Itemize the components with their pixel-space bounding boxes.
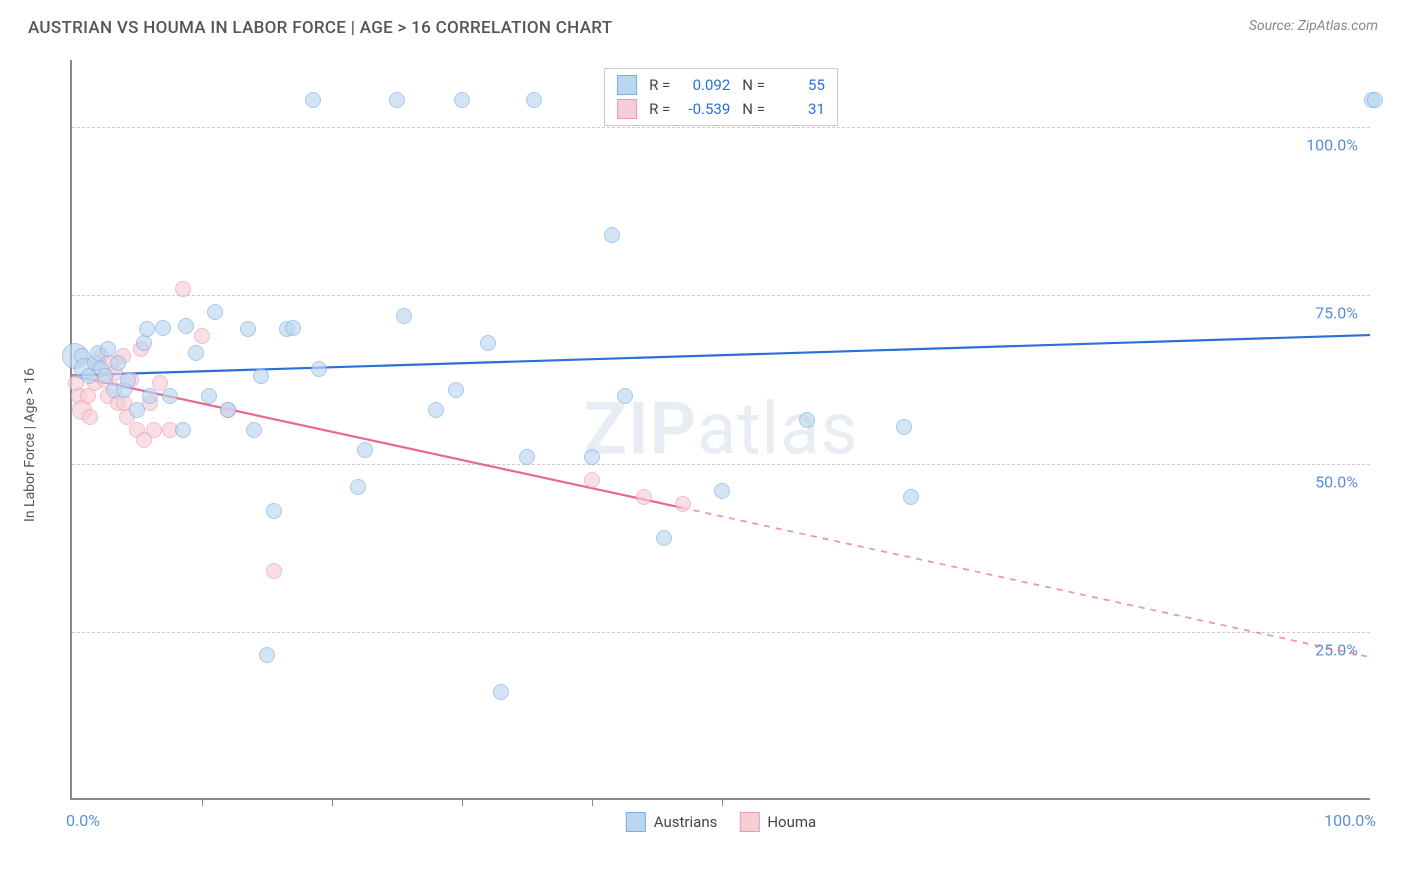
data-point (142, 388, 158, 404)
plot-area: ZIPatlas 25.0%50.0%75.0%100.0% 0.0% 100.… (70, 60, 1370, 800)
x-min-label: 0.0% (66, 811, 100, 830)
data-point (519, 449, 535, 465)
data-point (285, 320, 301, 336)
data-point (175, 281, 191, 297)
data-point (82, 409, 98, 425)
x-tick (462, 798, 463, 806)
data-point (903, 489, 919, 505)
stats-row-austrians: R = 0.092 N = 55 (617, 73, 825, 97)
chart-title: AUSTRIAN VS HOUMA IN LABOR FORCE | AGE >… (28, 18, 612, 38)
data-point (493, 684, 509, 700)
legend: Austrians Houma (626, 812, 816, 832)
data-point (604, 227, 620, 243)
data-point (175, 422, 191, 438)
stats-row-houma: R = -0.539 N = 31 (617, 97, 825, 121)
data-point (120, 372, 136, 388)
data-point (155, 320, 171, 336)
data-point (188, 345, 204, 361)
data-point (636, 489, 652, 505)
data-point (584, 449, 600, 465)
data-point (396, 308, 412, 324)
swatch-houma-icon (739, 812, 759, 832)
data-point (389, 92, 405, 108)
x-tick (722, 798, 723, 806)
data-point (136, 335, 152, 351)
y-axis-label: In Labor Force | Age > 16 (22, 368, 38, 522)
data-point (480, 335, 496, 351)
data-point (146, 422, 162, 438)
data-point (220, 402, 236, 418)
data-point (266, 503, 282, 519)
data-point (448, 382, 464, 398)
data-point (714, 483, 730, 499)
data-point (139, 321, 155, 337)
correlation-chart: In Labor Force | Age > 16 ZIPatlas 25.0%… (40, 60, 1380, 830)
x-tick (202, 798, 203, 806)
data-point (675, 496, 691, 512)
x-max-label: 100.0% (1324, 811, 1376, 830)
legend-item-houma: Houma (739, 812, 816, 832)
data-point (207, 304, 223, 320)
swatch-houma-icon (617, 99, 637, 119)
data-point (162, 388, 178, 404)
source-attribution: Source: ZipAtlas.com (1249, 18, 1378, 34)
x-tick (592, 798, 593, 806)
data-point (1367, 92, 1383, 108)
data-point (656, 530, 672, 546)
data-point (240, 321, 256, 337)
data-point (178, 318, 194, 334)
data-point (194, 328, 210, 344)
data-point (201, 388, 217, 404)
data-point (357, 442, 373, 458)
data-point (110, 355, 126, 371)
legend-item-austrians: Austrians (626, 812, 718, 832)
swatch-austrians-icon (617, 75, 637, 95)
data-point (799, 412, 815, 428)
swatch-austrians-icon (626, 812, 646, 832)
correlation-stats-box: R = 0.092 N = 55 R = -0.539 N = 31 (604, 68, 838, 126)
data-point (129, 402, 145, 418)
data-point (454, 92, 470, 108)
data-point (259, 647, 275, 663)
data-point (350, 479, 366, 495)
data-point (526, 92, 542, 108)
data-point (584, 472, 600, 488)
x-tick (332, 798, 333, 806)
data-point (305, 92, 321, 108)
data-point (896, 419, 912, 435)
data-point (266, 563, 282, 579)
data-point (617, 388, 633, 404)
data-point (253, 368, 269, 384)
data-point (428, 402, 444, 418)
data-point (311, 361, 327, 377)
data-point (246, 422, 262, 438)
scatter-points (72, 60, 1370, 798)
